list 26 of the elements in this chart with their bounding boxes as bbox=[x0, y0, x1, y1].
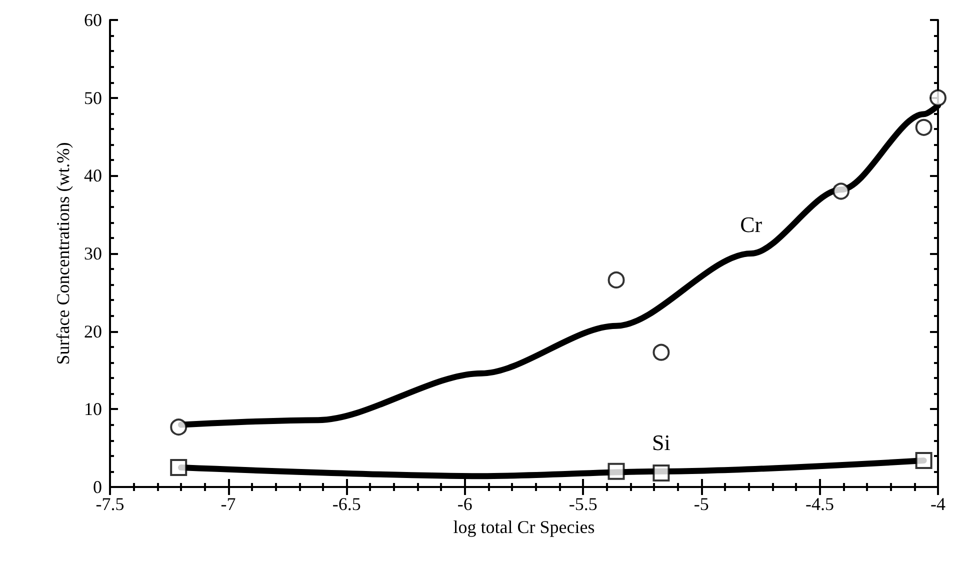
x-tick-label: -5 bbox=[694, 494, 709, 514]
y-tick-label: 20 bbox=[84, 321, 102, 342]
y-tick-label: 60 bbox=[84, 10, 102, 30]
x-axis-title: log total Cr Species bbox=[453, 516, 595, 537]
point bbox=[930, 89, 946, 106]
point bbox=[915, 452, 932, 470]
point bbox=[170, 418, 188, 436]
x-tick-label: -5.5 bbox=[568, 494, 598, 514]
x-tick-label: -6.5 bbox=[332, 494, 361, 514]
point bbox=[170, 459, 188, 476]
y-tick-label: 0 bbox=[93, 477, 102, 497]
x-tick-label: -4 bbox=[930, 494, 946, 514]
y-tick-label: 10 bbox=[84, 399, 102, 420]
point bbox=[608, 462, 625, 480]
y-tick-label: 40 bbox=[84, 166, 102, 186]
x-tick-label: -4.5 bbox=[805, 494, 834, 514]
y-tick-label: 30 bbox=[84, 244, 102, 264]
y-tick-label: 50 bbox=[84, 88, 102, 108]
point bbox=[832, 182, 850, 200]
y-axis-title: Surface Concentrations (wt.%) bbox=[53, 142, 73, 365]
x-tick-label: -7.5 bbox=[96, 494, 124, 514]
series-label: Cr bbox=[740, 212, 763, 237]
x-tick-label: -6 bbox=[457, 494, 472, 514]
series-label: Si bbox=[652, 430, 670, 455]
x-tick-label: -7 bbox=[220, 494, 236, 514]
point bbox=[652, 464, 670, 482]
